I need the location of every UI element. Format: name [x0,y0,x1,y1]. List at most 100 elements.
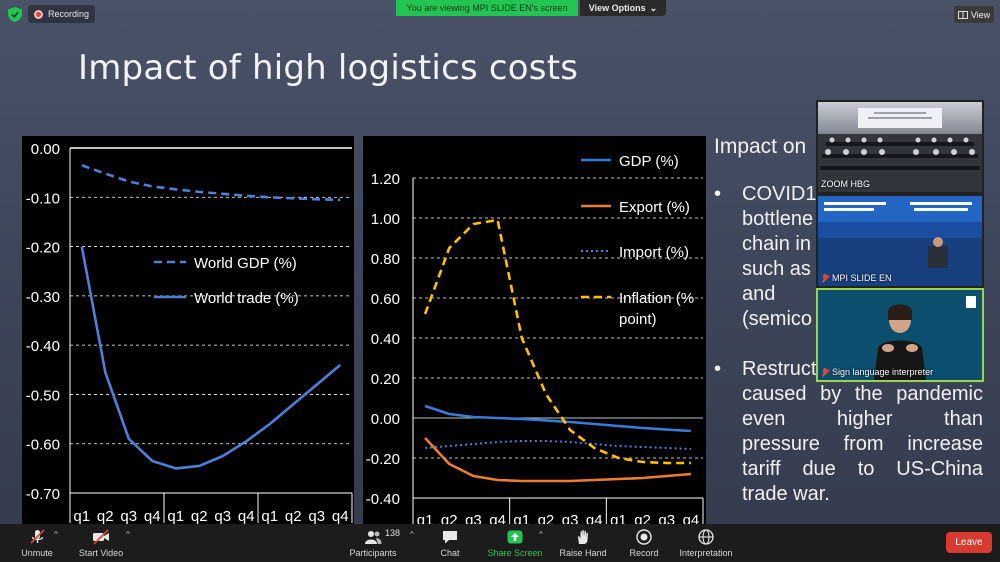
view-button[interactable]: View [954,6,994,23]
series-line [81,164,341,202]
view-options-label: View Options [588,3,646,13]
bullet-2-word: from [843,433,884,455]
record-label: Record [629,548,659,558]
participants-caret[interactable]: ^ [410,530,414,539]
y-tick-label: -0.40 [26,338,60,355]
series-line [80,246,342,470]
slide-title: Impact of high logistics costs [78,48,579,88]
meeting-toolbar: Unmute ^ Start Video ^ Participants 138 … [0,524,1000,562]
bullet-1-line: such as [742,258,811,280]
x-tick-label: q4 [332,508,349,524]
x-tick-label: q3 [214,508,231,524]
x-tick-label: q3 [658,512,675,524]
legend-label: GDP (%) [619,153,679,170]
x-tick-label: q2 [191,508,208,524]
legend-label: point) [619,311,657,328]
x-tick-label: q1 [417,512,434,524]
interpretation-button[interactable]: Interpretation [669,526,743,560]
bullet-2-word: caused [742,383,807,405]
bullet-2-word: US-China [896,458,983,480]
y-tick-label: 0.00 [31,141,60,158]
leave-button[interactable]: Leave [946,532,992,553]
bullet-2-last-line: trade war. [742,483,983,506]
x-tick-label: q1 [513,512,530,524]
y-tick-label: -0.10 [26,190,60,207]
share-screen-caret[interactable]: ^ [539,530,543,539]
recording-indicator[interactable]: Recording [28,5,96,23]
y-tick-label: -0.30 [26,289,60,306]
start-video-label: Start Video [78,548,124,558]
start-video-button[interactable]: Start Video [64,526,138,560]
bullet-1-line: chain in [742,233,811,255]
raise-hand-label: Raise Hand [559,548,607,558]
interpreter-video [818,290,982,380]
x-tick-label: q2 [97,508,114,524]
participant-count: 138 [385,528,401,538]
chevron-down-icon: ⌄ [649,2,658,13]
legend-label: World GDP (%) [194,255,297,272]
share-screen-button[interactable]: Share Screen [478,526,552,560]
x-tick-label: q2 [634,512,651,524]
view-label: View [970,9,991,20]
interpretation-label: Interpretation [679,548,733,558]
y-tick-label: -0.60 [26,437,60,454]
y-tick-label: -0.40 [366,491,400,508]
participants-button[interactable]: Participants [336,526,410,560]
series-line [425,440,691,450]
x-tick-label: q3 [465,512,482,524]
y-tick-label: -0.20 [26,240,60,257]
bullet-2-word: trade war. [742,483,830,505]
x-tick-label: q3 [308,508,325,524]
y-tick-label: 0.00 [371,411,400,428]
bullet-2-line: tariff due to US-China [742,458,983,481]
bullet-2-line: caused by the pandemic [742,383,983,406]
bullet-dot: • [714,183,722,205]
series-line [424,437,692,483]
x-tick-label: q3 [120,508,137,524]
bullet-1-line: and [742,283,776,305]
record-button[interactable]: Record [607,526,681,560]
tile-name: MPI SLIDE EN [832,273,892,283]
tile-name: ZOOM HBG [821,179,870,189]
impact-heading: Impact on [714,135,807,158]
microphone-muted-icon [821,273,829,283]
security-shield-icon[interactable] [8,7,22,22]
audio-options-caret[interactable]: ^ [54,530,58,539]
bullet-2-word: to [857,458,875,480]
raise-hand-button[interactable]: Raise Hand [546,526,620,560]
forum-backdrop-video [818,196,982,286]
bullet-2-line: even higher than [742,408,983,431]
bullet-2-word: the [854,383,883,405]
bullet-2-word: due [802,458,836,480]
world-gdp-trade-chart: 0.00 -0.10 -0.20 -0.30 -0.40 -0.50 -0.60 -0.70 q… [22,136,354,524]
globe-icon [698,529,714,545]
x-tick-label: q1 [610,512,627,524]
legend-label: Inflation (% [619,290,694,307]
tile-name: Sign language interpreter [832,367,934,377]
chat-button[interactable]: Chat [413,526,487,560]
x-tick-label: q3 [562,512,579,524]
x-tick-label: q2 [538,512,555,524]
video-tile-sign-language-interpreter[interactable]: Sign language interpreter [816,288,984,382]
video-camera-off-icon [93,529,109,545]
bullet-2-word: increase [907,433,983,455]
bullet-2-word: higher [836,408,893,430]
share-screen-arrow-icon [507,530,523,544]
microphone-muted-icon [821,367,829,377]
video-tile-mpi-slide-en[interactable]: MPI SLIDE EN [816,194,984,288]
video-options-caret[interactable]: ^ [126,530,130,539]
view-options-button[interactable]: View Options ⌄ [580,0,666,16]
y-tick-label: -0.20 [366,451,400,468]
unmute-button[interactable]: Unmute [0,526,74,560]
bullet-2-word: than [944,408,983,430]
record-dot-icon [34,9,43,19]
bullet-dot: • [714,358,722,380]
bullet-1-line: (semico [742,308,813,330]
viewing-banner: You are viewing MPI SLIDE EN's screen [396,0,578,16]
bullet-2-word: pandemic [896,383,983,405]
x-tick-label: q4 [586,512,603,524]
y-tick-label: 0.60 [371,291,400,308]
legend-label: Import (%) [619,244,689,261]
video-tile-zoom-hbg[interactable]: ZOOM HBG [816,100,984,194]
